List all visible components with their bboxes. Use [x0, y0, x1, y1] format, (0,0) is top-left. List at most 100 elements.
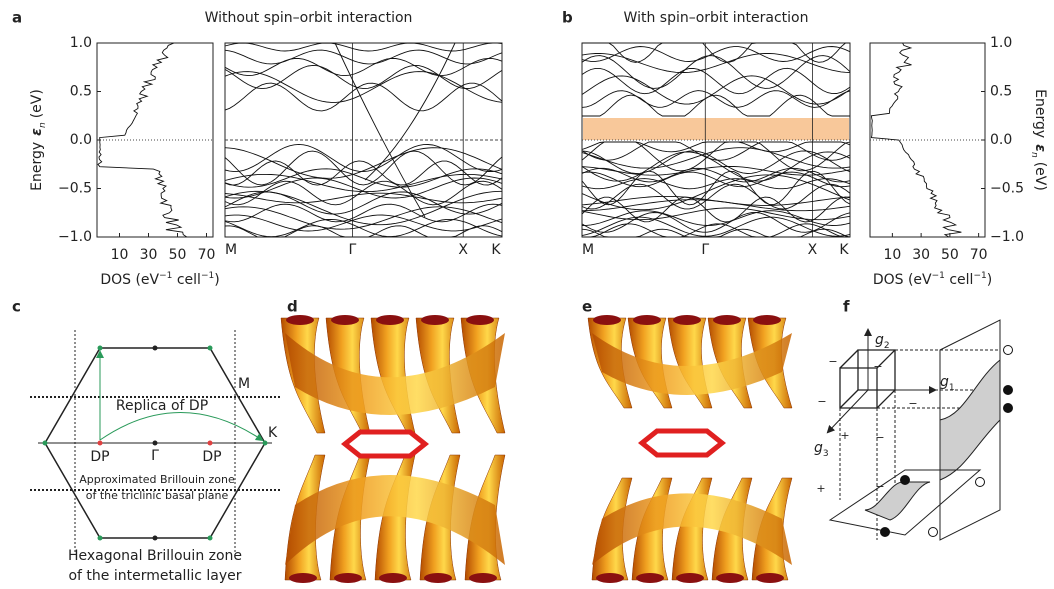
band-line — [582, 172, 850, 187]
bz-label: Γ — [151, 448, 159, 464]
dos-curve — [871, 43, 961, 237]
y-axis-label: Energy εn (eV) — [1030, 89, 1049, 191]
dos-tick-label: 70 — [198, 247, 216, 263]
y-axis-label-part: (eV) — [29, 89, 45, 118]
fermi-cap — [593, 315, 621, 325]
fermi-cap — [286, 315, 314, 325]
state-dot — [1004, 346, 1013, 355]
band-line — [225, 191, 502, 224]
axis-label: g1 — [940, 374, 955, 393]
fermi-cap — [334, 573, 362, 583]
sign-label: − — [875, 480, 884, 493]
y-tick-label: 1.0 — [990, 35, 1012, 51]
y-tick-label: 0.5 — [70, 84, 92, 100]
band-line — [582, 148, 850, 168]
dos-axis-label-part: −1 — [159, 271, 172, 281]
bz-point — [208, 536, 213, 541]
y-tick-label: −0.5 — [990, 181, 1024, 197]
axis-label: g2 — [875, 332, 890, 351]
bz-label: K — [268, 425, 278, 441]
dp-point — [208, 441, 213, 446]
dp-label: DP — [90, 449, 109, 465]
fermi-sheet — [672, 478, 712, 580]
fermi-sheet — [371, 318, 415, 433]
axis-label-part: g — [875, 332, 884, 348]
bz-point — [43, 441, 48, 446]
axis-arrow — [828, 390, 868, 432]
gap-highlight — [583, 118, 849, 140]
band-line — [225, 50, 502, 64]
sign-label: − — [817, 395, 826, 408]
y-axis-label-part: (eV) — [1032, 162, 1048, 191]
sign-label: − — [908, 397, 917, 410]
fermi-cap — [289, 573, 317, 583]
state-dot — [881, 528, 890, 537]
replica-label: Replica of DP — [116, 398, 208, 414]
dos-axis-label-part: ) — [214, 272, 219, 288]
bz-point — [153, 346, 158, 351]
state-dot — [901, 476, 910, 485]
axis-label-part: g — [814, 440, 823, 456]
bz-point — [153, 536, 158, 541]
sign-label: − — [873, 360, 882, 373]
y-axis-label-part: Energy — [1032, 89, 1048, 138]
dp-point — [98, 441, 103, 446]
state-dot — [929, 528, 938, 537]
bz-point — [153, 441, 158, 446]
fermi-cap — [376, 315, 404, 325]
bz-label: M — [238, 376, 250, 392]
panel-letter: d — [287, 298, 298, 316]
fermi-cap — [633, 315, 661, 325]
fermi-cap — [716, 573, 744, 583]
sign-label: + — [840, 429, 849, 442]
dos-tick-label: 50 — [169, 247, 187, 263]
bz-point — [98, 536, 103, 541]
panel-letter: b — [562, 9, 573, 27]
k-label: X — [458, 242, 468, 258]
dos-tick-label: 30 — [912, 247, 930, 263]
bz-point — [208, 346, 213, 351]
fermi-cap — [469, 573, 497, 583]
dos-axis-label-part: DOS (eV — [873, 272, 932, 288]
y-axis-label: Energyεn(eV) — [29, 89, 48, 191]
approx-label: Approximated Brillouin zone — [79, 473, 235, 486]
y-axis-label-part: n — [1030, 152, 1040, 158]
state-dot — [976, 478, 985, 487]
band-line — [225, 83, 502, 111]
fermi-cap — [756, 573, 784, 583]
band-line — [225, 58, 502, 75]
dp-label: DP — [202, 449, 221, 465]
dos-axis-label-part: −1 — [932, 271, 945, 281]
k-label: M — [582, 242, 594, 258]
panel-title: With spin–orbit interaction — [624, 10, 809, 26]
axis-label: g3 — [814, 440, 829, 459]
cube-edge — [877, 390, 895, 408]
axis-label-part: g — [940, 374, 949, 390]
fermi-cap — [421, 315, 449, 325]
hexagon-ring — [345, 432, 425, 456]
fermi-cap — [379, 573, 407, 583]
band-line — [225, 43, 502, 51]
dos-tick-label: 30 — [140, 247, 158, 263]
sign-label: + — [816, 482, 825, 495]
projection-band — [940, 360, 1000, 480]
panel-letter: f — [843, 298, 850, 316]
panel-letter: a — [12, 9, 22, 27]
y-axis-label-part: Energy — [29, 142, 45, 191]
y-tick-label: −0.5 — [58, 181, 92, 197]
state-dot — [1004, 386, 1013, 395]
dos-axis-label: DOS (eV−1 cell−1) — [100, 271, 219, 289]
y-tick-label: 1.0 — [70, 35, 92, 51]
y-tick-label: −1.0 — [58, 229, 92, 245]
fermi-cap — [673, 315, 701, 325]
panel-letter: e — [582, 298, 592, 316]
dos-tick-label: 70 — [970, 247, 988, 263]
dos-axis-label-part: DOS (eV — [100, 272, 159, 288]
y-axis-label-part: ε — [1032, 144, 1048, 152]
band-line — [225, 178, 502, 198]
y-axis-label-part: ε — [29, 128, 45, 136]
axis-label-part: 3 — [823, 449, 829, 459]
dos-tick-label: 50 — [941, 247, 959, 263]
band-line — [582, 142, 850, 152]
